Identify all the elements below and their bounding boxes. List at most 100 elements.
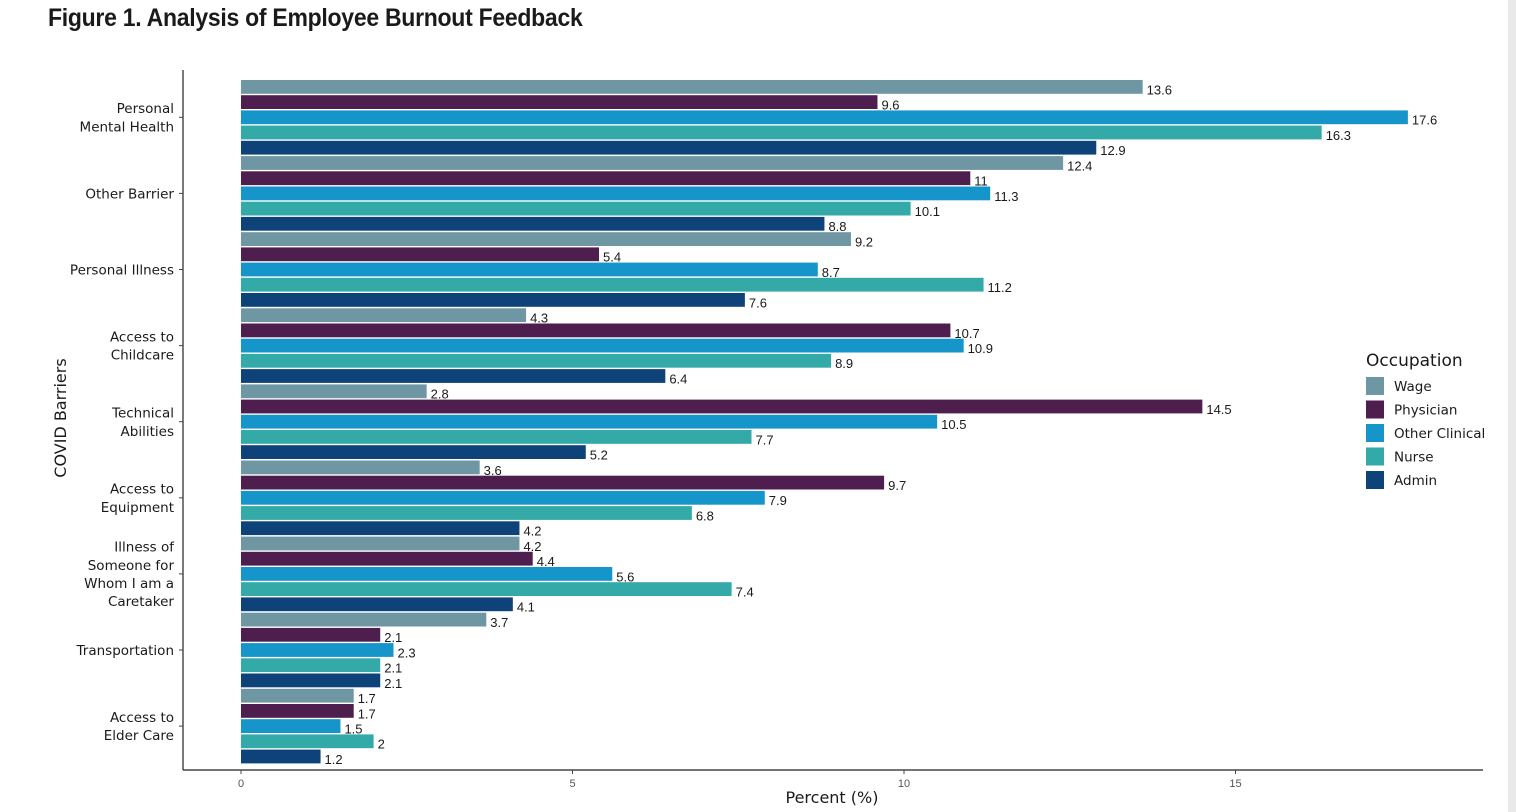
data-label: 7.7 bbox=[756, 432, 774, 447]
data-label: 7.4 bbox=[736, 585, 754, 600]
bar-nurse bbox=[241, 430, 752, 444]
data-label: 4.1 bbox=[517, 600, 535, 615]
bar-nurse bbox=[241, 658, 381, 673]
legend-title: Occupation bbox=[1366, 351, 1463, 371]
category-label: Access to Elder Care bbox=[104, 710, 174, 744]
bar-other-clinical bbox=[241, 414, 938, 429]
legend-swatch-other-clinical bbox=[1366, 424, 1384, 442]
bar-physician bbox=[241, 551, 533, 566]
data-label: 13.6 bbox=[1147, 82, 1172, 97]
y-axis-title: COVID Barriers bbox=[51, 358, 70, 477]
legend-swatch-physician bbox=[1366, 400, 1384, 419]
bar-physician bbox=[241, 323, 951, 338]
legend-label: Nurse bbox=[1394, 450, 1434, 466]
bar-admin bbox=[241, 216, 825, 231]
legend-swatch-nurse bbox=[1366, 447, 1384, 466]
data-label: 2.1 bbox=[384, 661, 402, 676]
bar-nurse bbox=[241, 125, 1322, 140]
data-label: 2.1 bbox=[384, 676, 402, 691]
data-label: 5.4 bbox=[603, 250, 621, 265]
category-label: Access to Childcare bbox=[110, 330, 174, 364]
x-axis-title: Percent (%) bbox=[786, 788, 879, 807]
data-label: 5.2 bbox=[590, 448, 608, 463]
data-label: 2.3 bbox=[397, 645, 415, 660]
data-label: 2.8 bbox=[431, 387, 449, 402]
bar-other-clinical bbox=[241, 338, 964, 353]
figure-title: Figure 1. Analysis of Employee Burnout F… bbox=[48, 4, 583, 32]
data-label: 7.9 bbox=[769, 493, 787, 508]
page-edge-strip bbox=[1508, 0, 1516, 812]
data-label: 8.7 bbox=[822, 265, 840, 280]
legend-label: Admin bbox=[1394, 473, 1437, 489]
bar-admin bbox=[241, 445, 586, 459]
bar-admin bbox=[241, 293, 745, 307]
bar-nurse bbox=[241, 582, 732, 596]
bar-nurse bbox=[241, 734, 374, 749]
data-label: 10.1 bbox=[915, 204, 940, 219]
x-tick-label: 10 bbox=[898, 778, 910, 790]
data-label: 9.7 bbox=[888, 478, 906, 493]
data-label: 9.6 bbox=[881, 98, 899, 113]
data-label: 17.6 bbox=[1412, 113, 1437, 128]
category-label: Personal Mental Health bbox=[80, 101, 174, 135]
data-label: 8.9 bbox=[835, 356, 853, 371]
bar-physician bbox=[241, 247, 600, 262]
data-label: 4.2 bbox=[523, 524, 541, 539]
data-label: 3.6 bbox=[484, 463, 502, 478]
bar-admin bbox=[241, 749, 321, 764]
legend-label: Other Clinical bbox=[1394, 426, 1485, 442]
bar-wage bbox=[241, 80, 1143, 94]
x-tick-label: 5 bbox=[569, 778, 575, 790]
data-label: 8.8 bbox=[828, 219, 846, 234]
legend-label: Wage bbox=[1394, 379, 1432, 395]
data-label: 3.7 bbox=[490, 615, 508, 630]
data-label: 11 bbox=[974, 174, 988, 189]
data-label: 6.4 bbox=[669, 371, 687, 386]
data-label: 14.5 bbox=[1206, 402, 1231, 417]
category-label: Access to Equipment bbox=[101, 482, 174, 516]
bar-physician bbox=[241, 171, 971, 186]
bar-wage bbox=[241, 308, 527, 323]
bar-other-clinical bbox=[241, 490, 765, 505]
bar-nurse bbox=[241, 506, 692, 520]
bar-other-clinical bbox=[241, 262, 818, 277]
data-label: 2.1 bbox=[384, 630, 402, 645]
category-label: Transportation bbox=[76, 643, 174, 659]
bar-physician bbox=[241, 399, 1203, 414]
bar-nurse bbox=[241, 353, 832, 368]
bar-physician bbox=[241, 95, 878, 109]
data-label: 1.7 bbox=[358, 706, 376, 721]
bar-physician bbox=[241, 627, 381, 642]
bar-wage bbox=[241, 384, 427, 399]
bar-physician bbox=[241, 704, 354, 718]
bar-other-clinical bbox=[241, 186, 991, 201]
data-label: 16.3 bbox=[1326, 128, 1351, 143]
data-label: 10.5 bbox=[941, 417, 966, 432]
bar-admin bbox=[241, 673, 381, 688]
data-label: 6.8 bbox=[696, 508, 714, 523]
x-tick-label: 15 bbox=[1229, 778, 1241, 790]
data-label: 4.2 bbox=[523, 539, 541, 554]
bar-admin bbox=[241, 521, 520, 536]
legend-swatch-wage bbox=[1366, 377, 1384, 395]
data-label: 1.5 bbox=[344, 722, 362, 737]
data-label: 9.2 bbox=[855, 235, 873, 250]
bar-wage bbox=[241, 688, 354, 703]
data-label: 4.4 bbox=[537, 554, 555, 569]
data-label: 10.9 bbox=[968, 341, 993, 356]
legend-swatch-admin bbox=[1366, 471, 1384, 489]
bar-other-clinical bbox=[241, 567, 613, 581]
category-label: Technical Abilities bbox=[111, 406, 174, 440]
bar-other-clinical bbox=[241, 643, 394, 657]
data-label: 4.3 bbox=[530, 311, 548, 326]
bar-wage bbox=[241, 536, 520, 551]
bar-nurse bbox=[241, 201, 911, 216]
data-label: 7.6 bbox=[749, 295, 767, 310]
bar-nurse bbox=[241, 277, 984, 292]
bar-physician bbox=[241, 475, 885, 490]
data-label: 2 bbox=[378, 737, 385, 752]
data-label: 10.7 bbox=[954, 326, 979, 341]
legend-label: Physician bbox=[1394, 403, 1457, 419]
bar-wage bbox=[241, 156, 1064, 170]
